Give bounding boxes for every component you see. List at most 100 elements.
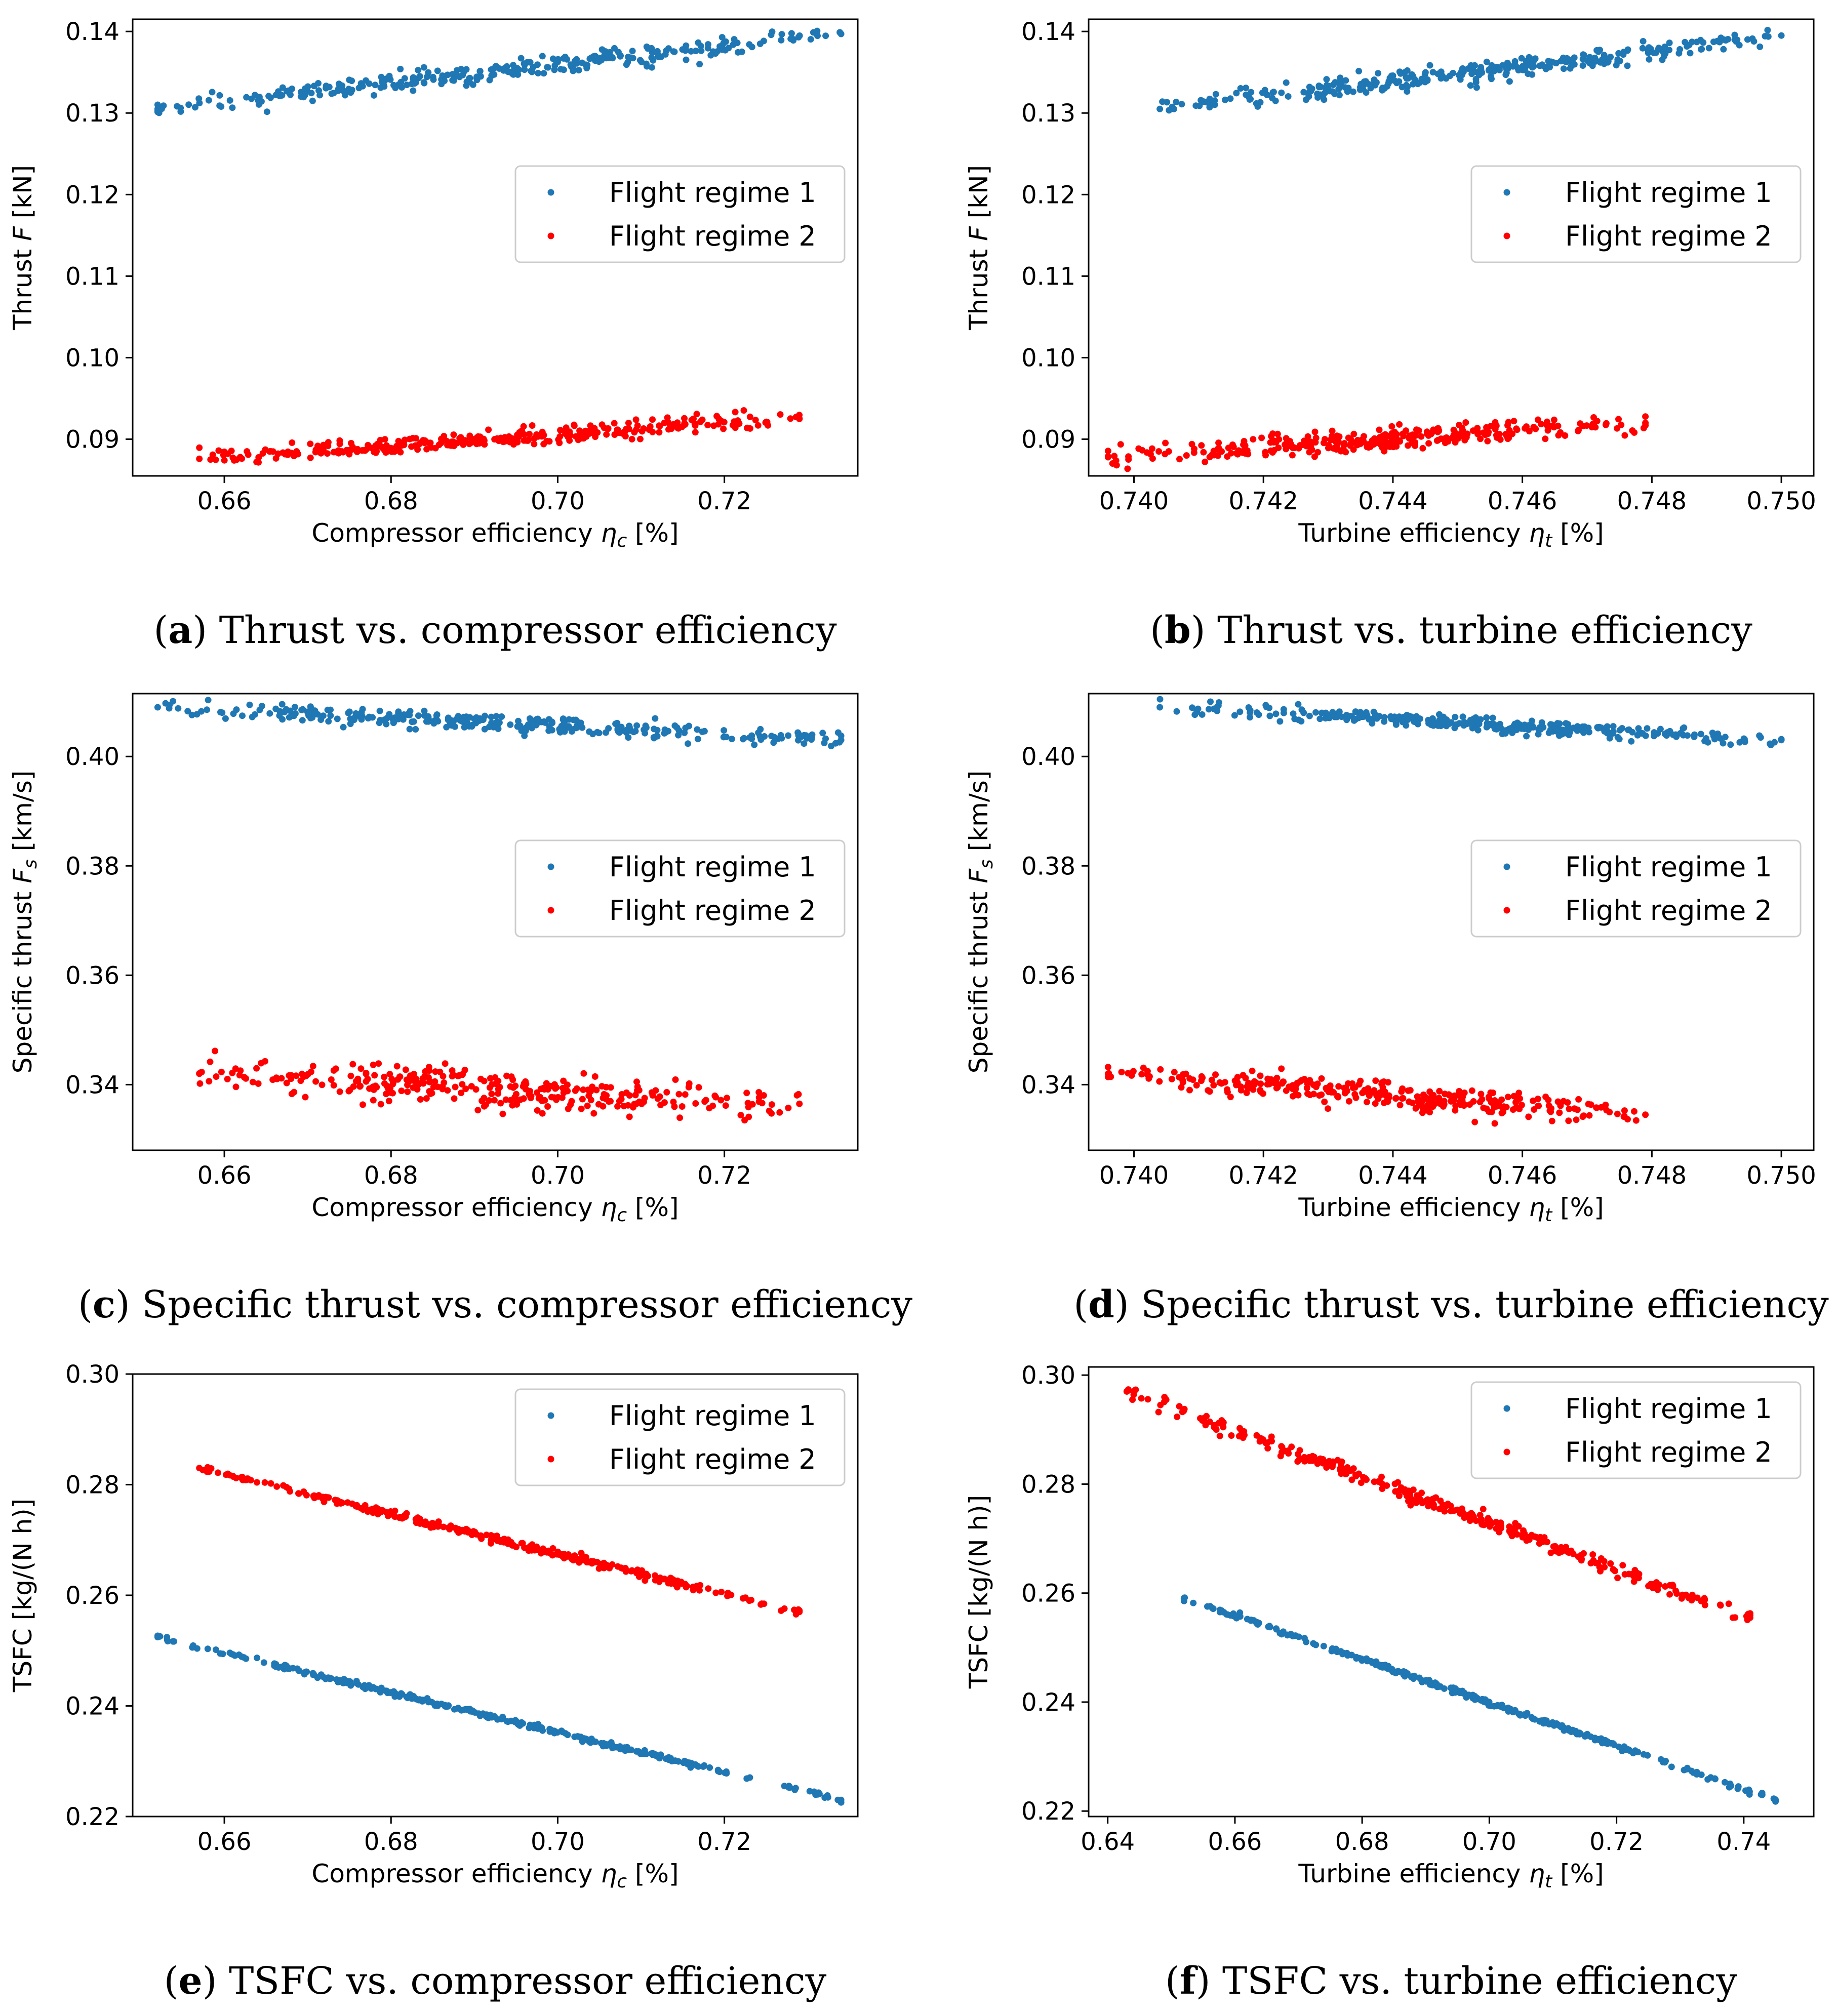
data-point (1363, 89, 1370, 96)
data-point (166, 705, 173, 712)
data-point (603, 729, 609, 736)
data-point (360, 447, 367, 454)
data-point (1569, 56, 1576, 63)
data-point (238, 1653, 245, 1660)
data-point (1619, 725, 1626, 732)
data-point (196, 455, 203, 462)
x-tick-label: 0.70 (531, 1161, 585, 1190)
data-point (521, 437, 528, 444)
data-point (1310, 1091, 1317, 1098)
data-point (272, 705, 279, 712)
data-point (1213, 1426, 1220, 1433)
data-point (1306, 1077, 1313, 1084)
data-point (796, 415, 803, 422)
data-point (1257, 1080, 1264, 1087)
data-point (347, 720, 354, 728)
data-point (720, 425, 727, 432)
data-point (556, 433, 564, 440)
data-point (1642, 419, 1649, 426)
data-point (1243, 85, 1249, 92)
data-point (1621, 1107, 1628, 1114)
data-point (1118, 1069, 1125, 1075)
data-point (587, 1558, 594, 1565)
series-2 (1104, 1064, 1649, 1127)
data-point (1144, 1396, 1151, 1403)
data-point (420, 64, 427, 71)
data-point (1388, 715, 1395, 722)
data-point (623, 61, 630, 68)
data-point (1148, 445, 1155, 452)
data-point (665, 728, 672, 735)
chart-panel-f: 0.64 0.66 0.68 0.70 0.72 0.74 0.22 0.24 0.26 0.28… (964, 1361, 1815, 1892)
data-point (564, 1081, 571, 1088)
data-point (1666, 1591, 1673, 1598)
data-point (1429, 69, 1436, 76)
data-point (476, 68, 484, 75)
data-point (1480, 1104, 1487, 1111)
data-point (552, 1085, 559, 1092)
data-point (1495, 1100, 1502, 1107)
data-point (487, 1075, 494, 1082)
data-point (1660, 49, 1667, 56)
data-point (665, 1580, 672, 1587)
data-point (623, 727, 630, 734)
data-point (1581, 1733, 1588, 1740)
data-point (1355, 68, 1363, 74)
data-point (1206, 1418, 1213, 1425)
data-point (701, 1098, 708, 1105)
data-point (661, 1576, 668, 1583)
data-point (1394, 1479, 1402, 1486)
data-point (347, 1072, 354, 1079)
data-point (1488, 75, 1495, 83)
data-point (307, 703, 314, 710)
data-point (1472, 1696, 1479, 1703)
data-point (1194, 705, 1202, 712)
data-point (695, 39, 702, 46)
data-point (628, 436, 635, 442)
data-point (1634, 732, 1641, 739)
data-point (522, 728, 529, 734)
data-point (778, 36, 785, 44)
data-point (1725, 1600, 1732, 1607)
data-point (770, 739, 777, 746)
data-point (1691, 733, 1698, 740)
data-point (372, 1082, 379, 1090)
data-point (1520, 1527, 1527, 1534)
data-point (737, 1112, 744, 1119)
data-point (501, 1536, 508, 1543)
data-point (455, 1527, 462, 1535)
data-point (365, 715, 372, 722)
x-tick-label: 0.750 (1746, 1161, 1816, 1190)
data-point (1191, 446, 1197, 452)
data-point (1296, 1456, 1303, 1463)
data-point (1267, 447, 1274, 454)
data-point (503, 1718, 510, 1725)
series-2 (196, 407, 803, 466)
data-point (748, 735, 755, 742)
data-point (1594, 724, 1602, 732)
data-point (1470, 715, 1477, 722)
data-point (327, 1675, 334, 1682)
y-tick-label: 0.24 (1021, 1688, 1075, 1717)
data-point (734, 419, 741, 426)
data-point (1410, 1486, 1417, 1494)
data-point (415, 712, 422, 719)
data-point (1513, 1531, 1521, 1538)
data-point (207, 1058, 214, 1065)
data-point (1385, 80, 1392, 87)
data-point (391, 448, 398, 455)
data-point (1310, 1640, 1317, 1647)
data-point (346, 1086, 353, 1094)
data-point (285, 448, 292, 455)
data-point (1477, 435, 1484, 442)
y-axis-label: Thrust F [kN] (8, 165, 37, 331)
legend-label: Flight regime 2 (1565, 1436, 1772, 1468)
data-point (442, 1060, 449, 1067)
data-point (440, 1523, 447, 1530)
data-point (682, 47, 689, 54)
data-point (288, 1075, 295, 1082)
data-point (1544, 1539, 1550, 1546)
data-point (1264, 1445, 1271, 1452)
data-point (1228, 1432, 1235, 1439)
data-point (1530, 1097, 1537, 1104)
